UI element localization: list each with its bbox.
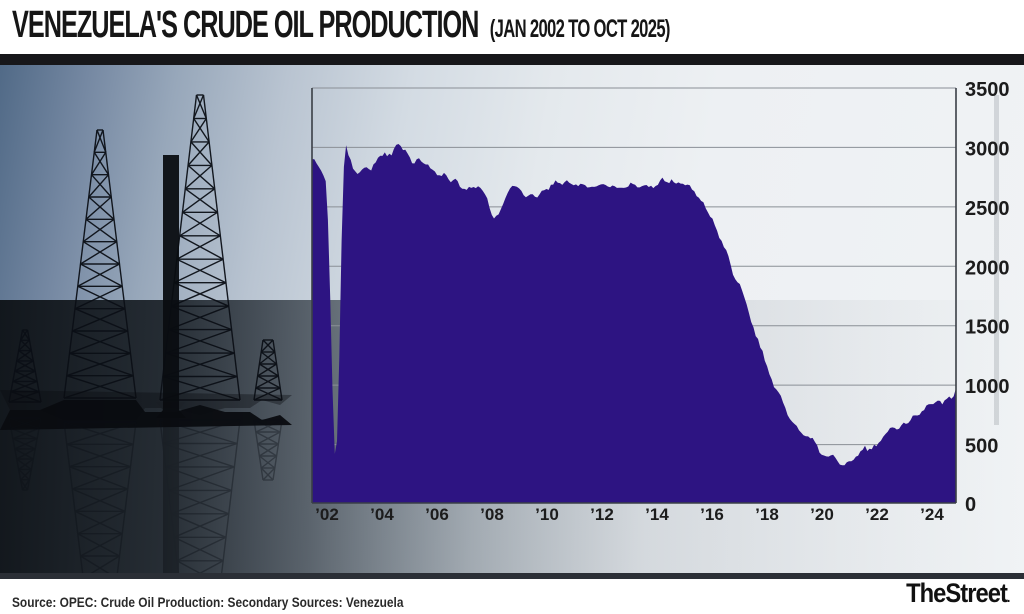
svg-text:’04: ’04 [370,505,394,524]
svg-text:’14: ’14 [645,505,669,524]
svg-text:3500: 3500 [965,79,1010,101]
svg-text:2000: 2000 [965,257,1010,279]
svg-text:2500: 2500 [965,198,1010,220]
svg-text:’08: ’08 [480,505,504,524]
svg-text:’16: ’16 [700,505,724,524]
svg-text:’18: ’18 [755,505,779,524]
svg-text:’06: ’06 [425,505,449,524]
svg-text:’24: ’24 [920,505,944,524]
svg-text:’02: ’02 [315,505,339,524]
svg-text:1500: 1500 [965,317,1010,339]
svg-text:3000: 3000 [965,138,1010,160]
svg-text:’12: ’12 [590,505,614,524]
svg-text:500: 500 [965,436,998,458]
svg-text:’10: ’10 [535,505,559,524]
svg-text:’20: ’20 [810,505,834,524]
svg-text:’22: ’22 [865,505,889,524]
svg-text:1000: 1000 [965,376,1010,398]
svg-text:0: 0 [965,494,976,516]
